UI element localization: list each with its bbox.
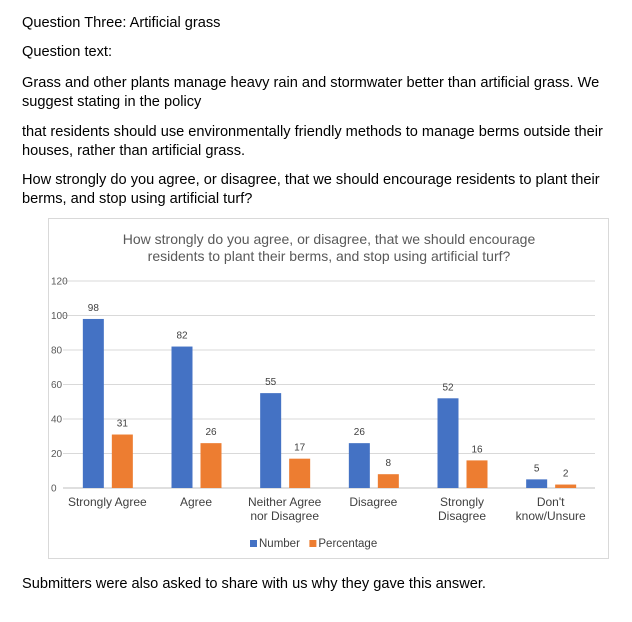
y-tick-label: 80	[51, 346, 63, 357]
x-category-label: nor Disagree	[250, 509, 319, 523]
data-label: 55	[265, 377, 277, 388]
chart-canvas: How strongly do you agree, or disagree, …	[51, 231, 595, 550]
question-label: Question text:	[22, 44, 113, 60]
data-label: 82	[176, 331, 188, 342]
x-category-label: Strongly Agree	[68, 495, 147, 509]
data-label: 8	[386, 458, 392, 469]
data-label: 2	[563, 469, 569, 480]
y-tick-label: 40	[51, 415, 63, 426]
data-label: 31	[117, 419, 129, 430]
y-tick-label: 0	[51, 484, 57, 495]
bar-percentage	[555, 484, 577, 488]
x-category-label: Agree	[180, 495, 212, 509]
legend-label-number: Number	[259, 538, 300, 550]
survey-question: How strongly do you agree, or disagree, …	[22, 172, 600, 207]
y-tick-label: 120	[51, 277, 68, 288]
bar-percentage	[111, 434, 133, 488]
data-label: 98	[88, 303, 100, 314]
bar-percentage	[377, 474, 399, 488]
x-category-label: Disagree	[349, 495, 397, 509]
bar-number	[260, 393, 282, 488]
legend-swatch-number	[250, 540, 257, 547]
y-tick-label: 20	[51, 449, 63, 460]
footer-note: Submitters were also asked to share with…	[22, 576, 486, 592]
chart-title-line: residents to plant their berms, and stop…	[148, 248, 511, 264]
bar-number	[348, 443, 370, 488]
chart-title-line: How strongly do you agree, or disagree, …	[123, 231, 536, 247]
x-category-label: Strongly	[440, 495, 484, 509]
data-label: 26	[354, 427, 366, 438]
x-category-label: Don't	[537, 495, 565, 509]
data-label: 17	[294, 443, 306, 454]
y-tick-label: 100	[51, 311, 68, 322]
legend-label-percentage: Percentage	[318, 538, 377, 550]
section-heading: Question Three: Artificial grass	[22, 15, 221, 31]
data-label: 52	[442, 382, 454, 393]
x-category-label: Neither Agree	[248, 495, 322, 509]
data-label: 16	[471, 444, 483, 455]
bar-chart: How strongly do you agree, or disagree, …	[48, 218, 609, 559]
bar-percentage	[200, 443, 222, 488]
bar-number	[171, 346, 193, 488]
bar-number	[82, 318, 104, 488]
legend-swatch-percentage	[309, 540, 317, 547]
bar-number	[526, 479, 548, 488]
bar-number	[437, 398, 459, 488]
intro-paragraph: Grass and other plants manage heavy rain…	[22, 75, 600, 110]
x-category-label: Disagree	[438, 509, 486, 523]
y-tick-label: 60	[51, 380, 63, 391]
data-label: 26	[205, 427, 217, 438]
policy-paragraph: that residents should use environmentall…	[22, 124, 603, 159]
bar-percentage	[466, 460, 488, 488]
bar-percentage	[289, 458, 311, 488]
data-label: 5	[534, 463, 540, 474]
x-category-label: know/Unsure	[516, 509, 586, 523]
